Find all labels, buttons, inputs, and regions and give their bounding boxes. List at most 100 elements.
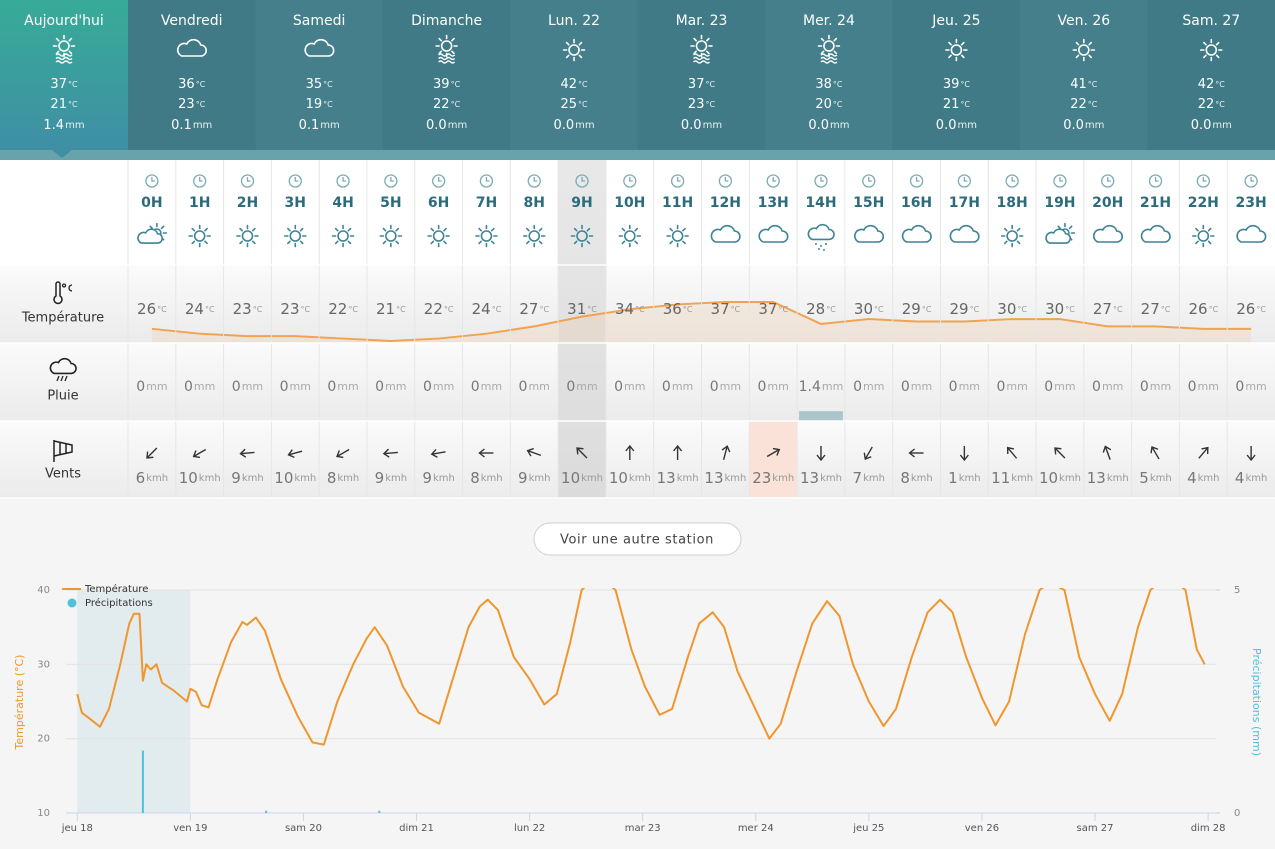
hour-label: 19H: [1044, 195, 1075, 211]
sun-ray: [68, 37, 73, 42]
cloud: [49, 357, 77, 375]
hour-label: 12H: [710, 195, 741, 211]
sun-ray: [634, 240, 639, 245]
sun-core: [241, 230, 254, 242]
sun-ray: [578, 41, 583, 46]
hour-rain-unit: mm: [1102, 380, 1123, 393]
day-min-unit: °C: [833, 100, 843, 109]
sun-core: [193, 230, 206, 242]
hour-rain-value: 0: [471, 379, 480, 395]
station-button-label[interactable]: Voir une autre station: [560, 533, 714, 548]
day-rain-value: 0.0: [426, 118, 447, 133]
windsock-icon: [53, 440, 73, 462]
wind-arrow-head: [382, 448, 390, 458]
x-tick-label: sam 20: [285, 823, 322, 834]
hour-rain-value: 0: [280, 379, 289, 395]
wind-arrow: [146, 447, 158, 459]
hour-rain: 0mm: [949, 379, 980, 395]
today-shade: [77, 590, 191, 813]
day-max-value: 39: [433, 77, 450, 92]
hour-temp-value: 24: [472, 300, 491, 318]
day-rain-value: 0.0: [553, 118, 574, 133]
days-bar: [0, 150, 1275, 160]
wind-arrow-shaft: [241, 451, 255, 455]
clock-hands: [437, 177, 442, 182]
hour-wind-value: 7: [853, 469, 863, 487]
hour-rain-unit: mm: [528, 380, 549, 393]
hour-temp-value: 27: [519, 300, 538, 318]
wind-arrow-shaft: [432, 451, 446, 455]
hour-wind: 9kmh: [375, 469, 407, 487]
sun-ray: [1057, 225, 1062, 230]
day-name: Vendredi: [161, 13, 223, 29]
sun-core: [671, 230, 684, 242]
hour-label: 7H: [476, 195, 497, 211]
sun-core: [1078, 44, 1090, 56]
hour-rain: 0mm: [614, 379, 645, 395]
hour-wind: 8kmh: [470, 469, 502, 487]
hour-temp-value: 28: [806, 300, 825, 318]
day-rain: 0.0mm: [1191, 118, 1232, 133]
day-min-unit: °C: [68, 100, 78, 109]
day-max-unit: °C: [1215, 80, 1225, 89]
hour-label: 23H: [1236, 195, 1267, 211]
hour-temp-unit: °C: [778, 305, 788, 314]
hour-temp: 34°C: [615, 300, 645, 318]
clock-icon: [479, 174, 494, 188]
day-max-unit: °C: [1088, 80, 1098, 89]
hour-wind-unit: kmh: [629, 473, 651, 484]
hour-wind-unit: kmh: [1059, 473, 1081, 484]
hour-temp-value: 26: [1188, 300, 1207, 318]
x-tick-label: dim 28: [1191, 823, 1226, 834]
hour-label: 9H: [571, 195, 592, 211]
station-button[interactable]: [533, 522, 742, 556]
wind-arrow-shaft: [722, 447, 728, 460]
hour-rain-unit: mm: [1054, 380, 1075, 393]
hour-wind-unit: kmh: [242, 473, 264, 484]
hour-temp: 31°C: [567, 300, 597, 318]
wind-arrow: [1006, 446, 1018, 459]
day-rain: 0.1mm: [171, 118, 212, 133]
day-max-unit: °C: [451, 80, 461, 89]
weather-icon: [690, 34, 713, 64]
hour-wind: 9kmh: [518, 469, 550, 487]
hour-wind-unit: kmh: [529, 473, 551, 484]
weather-icon: [817, 34, 841, 64]
sun-ray: [251, 240, 256, 245]
sun-ray: [490, 240, 495, 245]
hour-rain-unit: mm: [1006, 380, 1027, 393]
haze-line: [55, 53, 73, 57]
sun-ray: [948, 41, 952, 46]
hour-temp: 30°C: [854, 300, 884, 318]
hour-wind-unit: kmh: [1198, 473, 1220, 484]
sun-ray: [948, 54, 952, 59]
clock-hands: [294, 177, 299, 182]
hour-rain-value: 0: [662, 379, 671, 395]
clock-hands: [581, 177, 586, 182]
day-max-value: 38: [815, 77, 832, 92]
day-rain-unit: mm: [830, 120, 849, 131]
day-max: 42°C: [560, 77, 588, 92]
sun-core: [568, 44, 580, 56]
hour-rain-value: 0: [1235, 379, 1244, 395]
day-column: [1147, 0, 1275, 150]
sun-ray: [1016, 227, 1021, 232]
hour-temp: 24°C: [185, 300, 215, 318]
sun-ray: [1003, 227, 1008, 232]
hour-wind-unit: kmh: [1107, 473, 1129, 484]
weather-icon: [758, 224, 789, 243]
day-max-unit: °C: [196, 80, 206, 89]
wind-arrow-head: [336, 450, 344, 459]
clock-hands: [915, 177, 920, 182]
wind-arrow-head: [430, 448, 438, 458]
clock-icon: [718, 174, 733, 188]
hour-label: 8H: [523, 195, 544, 211]
hour-label: 5H: [380, 195, 401, 211]
haze-line: [55, 56, 73, 61]
hour-temp-value: 26: [137, 300, 156, 318]
clock-icon: [766, 174, 780, 188]
hour-temp-unit: °C: [1209, 305, 1219, 314]
hour-rain: 0mm: [1044, 379, 1075, 395]
weather-icon: [562, 38, 586, 62]
day-min-unit: °C: [323, 100, 333, 109]
